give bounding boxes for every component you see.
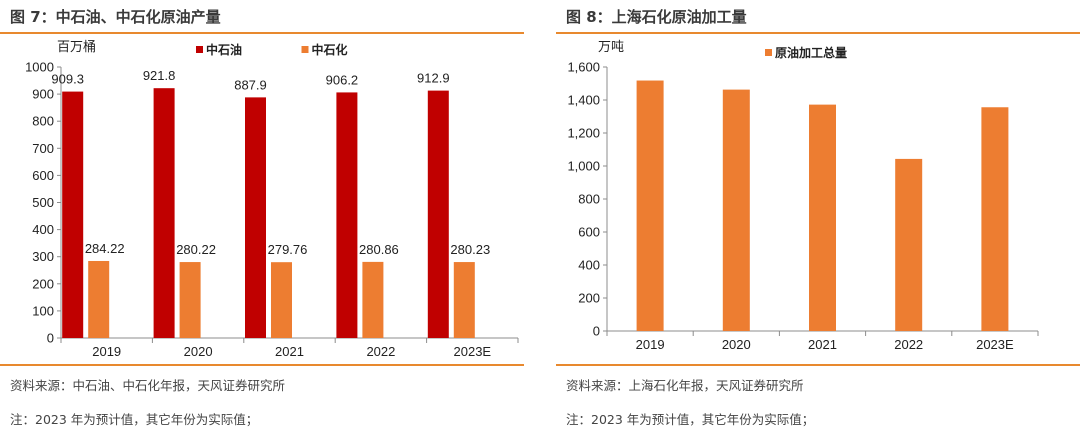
x-tick-label: 2022 [366,344,395,359]
footer-rule [0,364,524,366]
legend-swatch [196,46,203,53]
y-axis-unit: 万吨 [598,39,624,54]
bar-2020-value [722,89,750,331]
legend-swatch [765,49,772,56]
y-tick-label: 1,400 [567,93,600,108]
bar-2019-series-2 [88,260,110,338]
bar-2022-series-1 [336,92,358,338]
figure-7-panel: 图 7：中石油、中石化原油产量 0 100 200 300 400 500 600 700 80… [0,0,524,433]
legend-swatch [301,46,309,53]
x-tick-label: 2019 [92,344,121,359]
x-tick-label: 2021 [808,337,837,352]
y-tick-label: 700 [32,141,54,156]
data-label: 887.9 [234,77,267,92]
figure-8-note: 注：2023 年为预计值，其它年份为实际值； [566,412,815,427]
bar-2022-series-2 [362,261,384,338]
bar-2021-series-1 [245,97,266,338]
data-label: 280.22 [176,242,216,257]
figure-7-source: 资料来源：中石油、中石化年报，天风证券研究所 [10,378,286,393]
y-tick-label: 600 [578,225,600,240]
y-tick-label: 0 [47,331,54,346]
data-label: 921.8 [143,68,176,83]
y-tick-label: 900 [32,87,54,102]
figure-8-panel: 图 8：上海石化原油加工量 0 200 400 600 800 1,000 1,200 1,4… [556,0,1080,433]
figure-7-title: 图 7：中石油、中石化原油产量 [10,8,221,26]
bar-2021-series-2 [271,262,292,338]
y-tick-label: 1,000 [567,159,600,174]
x-tick-label: 2023E [976,337,1014,352]
bar-2020-series-2 [179,262,201,338]
y-axis-unit: 百万桶 [57,39,96,54]
y-tick-label: 100 [32,303,54,318]
x-tick-label: 2019 [636,337,665,352]
legend-label: 中石化 [312,42,348,57]
y-tick-label: 800 [32,114,54,129]
y-tick-label: 500 [32,195,54,210]
bar-2019-value [636,80,664,331]
x-tick-label: 2023E [454,344,492,359]
y-tick-label: 800 [578,192,600,207]
y-tick-label: 1,600 [567,60,600,75]
bar-2022-value [895,158,923,331]
y-tick-label: 0 [593,324,600,339]
bar-2019-series-1 [62,91,84,338]
data-label: 280.86 [359,242,399,257]
bar-2021-value [809,104,836,332]
footer-rule [556,364,1080,366]
data-label: 279.76 [268,242,308,257]
figure-8-title: 图 8：上海石化原油加工量 [566,8,747,26]
y-tick-label: 1000 [25,60,54,75]
data-label: 280.23 [450,242,490,257]
refining-volume-chart: 0 200 400 600 800 1,000 1,200 1,400 1,600 2019 202… [567,39,1039,352]
y-tick-label: 600 [32,168,54,183]
x-tick-label: 2022 [894,337,923,352]
title-rule [556,32,1080,34]
title-rule [0,32,524,34]
y-tick-label: 400 [32,222,54,237]
y-tick-label: 200 [578,291,600,306]
x-tick-label: 2020 [722,337,751,352]
bar-2023E-series-2 [453,262,475,338]
legend-label: 原油加工总量 [775,45,847,60]
y-tick-label: 300 [32,249,54,264]
y-tick-label: 1,200 [567,126,600,141]
bar-2023E-value [981,107,1009,331]
y-tick-label: 400 [578,258,600,273]
bar-2023E-series-1 [427,90,449,338]
legend-label: 中石油 [206,42,242,57]
crude-output-chart: 0 100 200 300 400 500 600 700 800 900 1000 2019 2020… [25,39,519,359]
data-label: 906.2 [326,72,359,87]
bar-2020-series-1 [153,88,175,338]
x-tick-label: 2020 [184,344,213,359]
figure-7-note: 注：2023 年为预计值，其它年份为实际值； [10,412,259,427]
y-tick-label: 200 [32,276,54,291]
data-label: 909.3 [51,72,84,87]
data-label: 912.9 [417,71,450,86]
data-label: 284.22 [85,241,125,256]
figure-8-source: 资料来源：上海石化年报，天风证券研究所 [566,378,804,393]
x-tick-label: 2021 [275,344,304,359]
